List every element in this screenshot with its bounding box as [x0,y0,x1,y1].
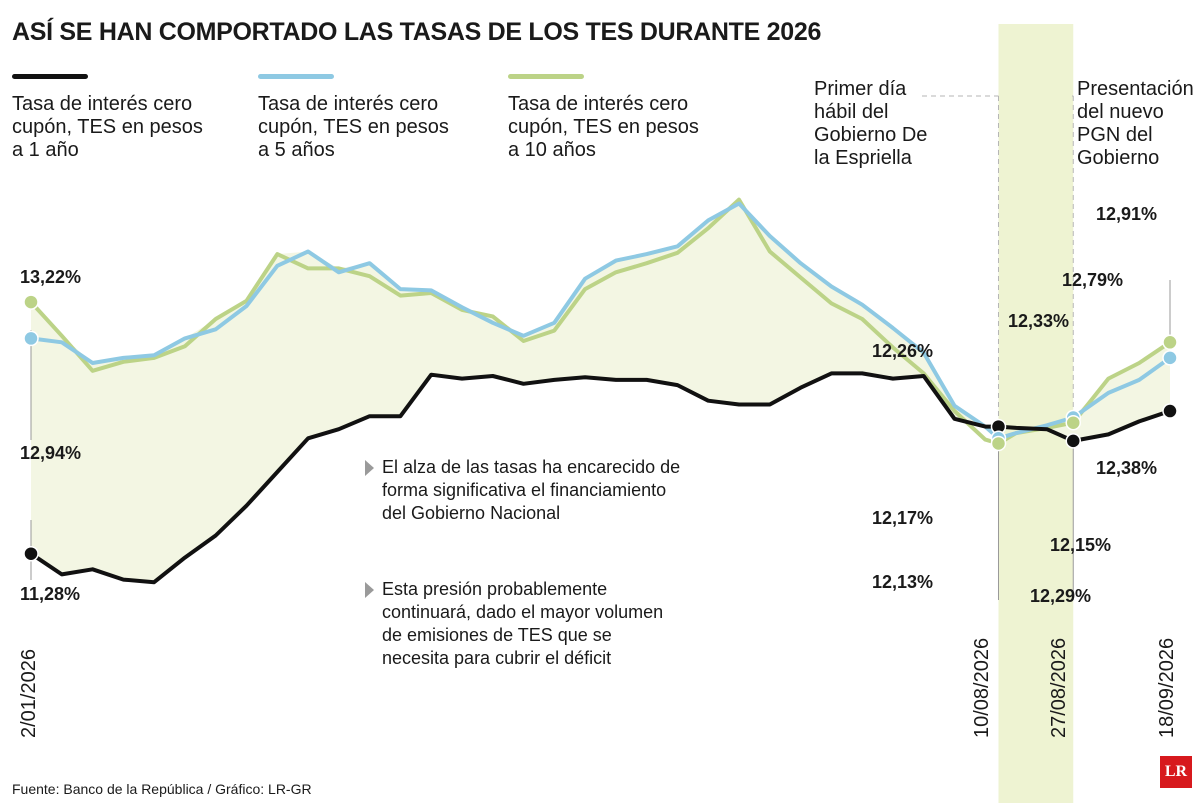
value-label-sep18-5y: 12,79% [1062,270,1124,290]
date-label-sep18: 18/09/2026 [1156,637,1178,738]
area-layer [31,199,1170,583]
bullet-triangle-icon [365,582,374,598]
value-label-aug10-1y: 12,26% [872,341,934,361]
data-point-10-years-2026-01-02 [23,294,39,310]
data-point-10-years-2026-09-18 [1162,334,1178,351]
legend-label-10-years: Tasa de interés cero cupón, TES en pesos… [508,93,699,161]
data-point-1-year-2026-08-27 [1065,433,1082,449]
chart-title: ASÍ SE HAN COMPORTADO LAS TASAS DE LOS T… [12,18,822,46]
value-label-start-1y: 11,28% [20,584,81,604]
area-fill [31,199,1170,583]
data-point-5-years-2026-01-02 [23,330,39,347]
value-label-aug27-10y: 12,29% [1030,586,1092,606]
lr-logo: LR [1160,756,1192,788]
legend-item-1-year: Tasa de interés cero cupón, TES en pesos… [12,74,212,162]
data-point-5-years-2026-09-18 [1162,350,1178,366]
legend-item-10-years: Tasa de interés cero cupón, TES en pesos… [508,74,708,162]
date-label-aug10: 10/08/2026 [971,637,993,738]
data-point-1-year-2026-01-02 [23,545,39,562]
bullet-triangle-icon [365,460,374,476]
legend-swatch-5-years [258,74,334,79]
value-label-aug10-5y: 12,17% [872,508,934,528]
value-label-aug27-5y: 12,33% [1008,311,1070,331]
value-label-start-10y: 13,22% [20,267,82,287]
date-label-aug27: 27/08/2026 [1048,637,1070,738]
annotation-pgn: Presentación del nuevo PGN del Gobierno [1077,78,1194,169]
source-note: Fuente: Banco de la República / Gráfico:… [12,781,312,797]
date-label-start: 2/01/2026 [18,649,40,738]
legend-swatch-1-year [12,74,88,79]
legend-swatch-10-years [508,74,584,79]
annotation-gobierno: Primer día hábil del Gobierno De la Espr… [814,78,928,169]
value-label-sep18-10y: 12,91% [1096,204,1158,224]
data-point-10-years-2026-08-27 [1065,414,1082,431]
legend-label-1-year: Tasa de interés cero cupón, TES en pesos… [12,93,203,161]
value-label-start-5y: 12,94% [20,443,82,463]
highlight-band [998,24,1074,803]
data-point-10-years-2026-08-10 [990,435,1007,452]
data-point-1-year-2026-09-18 [1162,403,1178,419]
bullet-text-2: Esta presión probablemente continuará, d… [382,579,664,668]
bullet-note-1: El alza de las tasas ha encarecido de fo… [365,456,682,525]
dot-layer [23,294,1178,562]
legend-label-5-years: Tasa de interés cero cupón, TES en pesos… [258,93,449,161]
value-label-aug10-10y: 12,13% [872,572,934,592]
value-label-sep18-1y: 12,38% [1096,458,1158,478]
legend-item-5-years: Tasa de interés cero cupón, TES en pesos… [258,74,458,162]
bullet-text-1: El alza de las tasas ha encarecido de fo… [382,457,681,523]
bullet-note-2: Esta presión probablemente continuará, d… [365,578,667,670]
value-label-aug27-1y: 12,15% [1050,535,1112,555]
